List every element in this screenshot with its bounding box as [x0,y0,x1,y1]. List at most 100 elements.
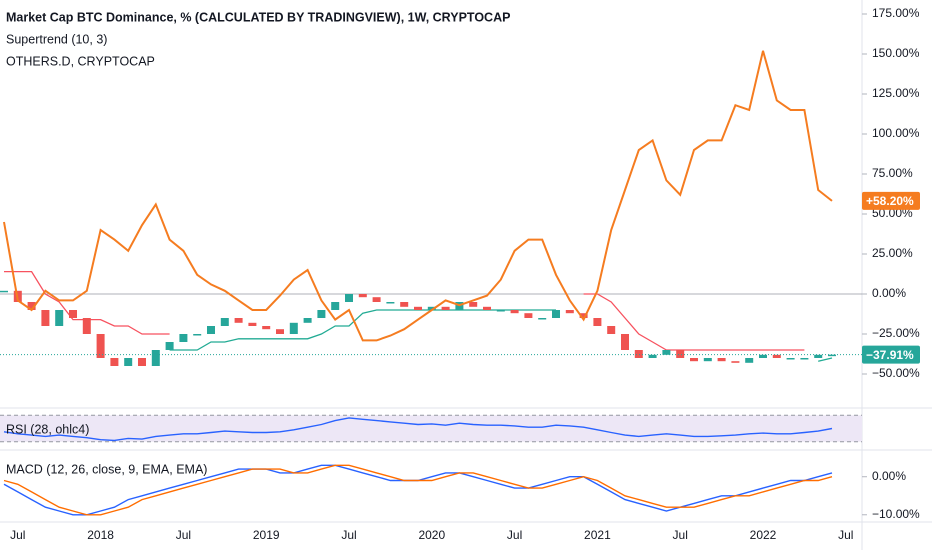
candle [331,302,340,310]
candle [648,354,657,358]
rsi-title: RSI (28, ohlc4) [6,422,89,436]
x-tick-label: Jul [341,528,356,542]
candle [165,342,174,350]
candle [248,322,257,326]
x-tick-label: Jul [10,528,25,542]
candle [731,361,740,363]
candle [386,302,395,304]
candle [441,306,450,310]
y-tick-label: −10.00% [872,507,920,521]
y-tick-label: −50.00% [872,366,920,380]
band-fill [0,415,862,442]
last-value-label: −37.91% [866,348,914,362]
series-line [3,50,833,342]
series-line [3,464,833,516]
y-tick-label: 0.00% [872,469,906,483]
candle [676,350,685,358]
x-tick-label: Jul [838,528,853,542]
candle [538,318,547,320]
candle [703,358,712,362]
series-line [3,417,833,442]
macd-title: MACD (12, 26, close, 9, EMA, EMA) [6,462,207,476]
last-value-label: +58.20% [866,194,914,208]
y-tick-label: 75.00% [872,166,913,180]
candle [124,358,133,366]
candle [759,354,767,358]
candle [193,334,202,336]
x-tick-label: Jul [176,528,191,542]
candle [96,334,105,358]
candle [427,306,436,310]
candle [41,310,50,326]
candle [220,318,229,326]
candle [579,313,588,318]
candle [276,329,284,334]
candle [800,358,809,360]
candle [786,358,795,360]
candle [469,302,478,307]
candle [621,334,629,350]
candle [69,310,77,318]
candle [345,294,353,302]
legend-compare: OTHERS.D, CRYPTOCAP [6,54,155,68]
candle [634,350,643,358]
candle [27,302,36,310]
x-tick-label: 2019 [253,528,280,542]
legend-supertrend: Supertrend (10, 3) [6,32,107,46]
x-tick-label: Jul [507,528,522,542]
supertrend-line [583,293,805,351]
y-tick-label: −25.00% [872,326,920,340]
candle [496,310,505,312]
y-tick-label: 0.00% [872,286,906,300]
y-tick-label: 175.00% [872,6,920,20]
candle [55,310,64,326]
candle [372,297,381,302]
x-tick-label: 2021 [584,528,611,542]
candle [303,318,312,323]
candle [814,354,823,358]
candle [662,350,671,355]
candle [607,326,616,334]
candle [234,318,243,323]
candle [110,358,119,366]
candle [151,350,160,366]
candle [0,290,8,293]
candle [772,354,781,358]
x-tick-label: 2020 [418,528,445,542]
y-tick-label: 125.00% [872,86,920,100]
candle [565,310,574,314]
legend-main: Market Cap BTC Dominance, % (CALCULATED … [6,10,510,24]
y-tick-label: 100.00% [872,126,920,140]
candle [138,358,146,366]
supertrend-line [818,357,833,362]
candle [317,310,326,318]
candle [400,302,409,307]
x-tick-label: 2018 [87,528,114,542]
candle [828,354,836,357]
candle [262,326,271,330]
candle [593,318,602,326]
candle [414,306,422,310]
candle [524,313,533,318]
y-tick-label: 25.00% [872,246,913,260]
candle [82,318,91,334]
candle [289,322,298,334]
x-tick-label: 2022 [750,528,777,542]
x-tick-label: Jul [673,528,688,542]
last-value-box [862,345,920,364]
candle [510,310,519,314]
candle [483,306,491,310]
candle [717,358,726,362]
candle [358,294,367,298]
candle [207,326,215,334]
plot-layer: Jul 2018 Jul 2019 Jul 2020 Jul 2021 Jul 2022 Jul 17… [0,6,920,542]
candle [552,310,560,318]
candle [690,358,698,362]
y-tick-label: 150.00% [872,46,920,60]
candle [745,358,754,363]
supertrend-line [169,309,556,351]
last-value-box [862,191,920,210]
candle [179,334,188,342]
